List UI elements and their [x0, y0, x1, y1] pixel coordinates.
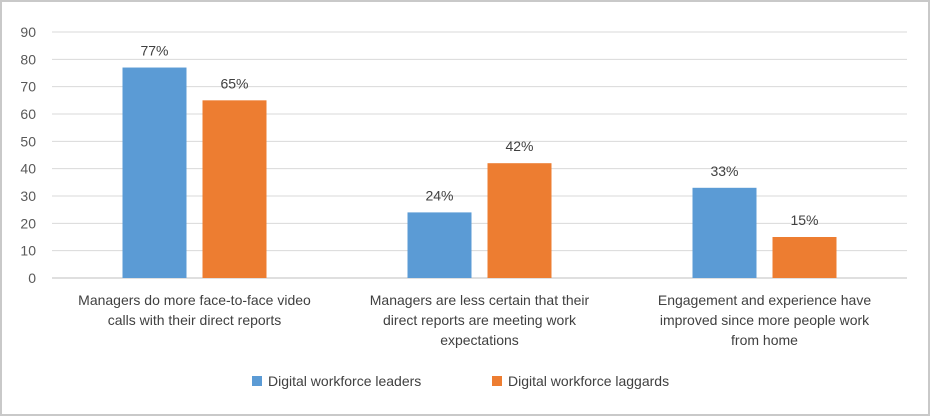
legend-swatch-leaders: [252, 376, 262, 386]
data-label: 65%: [220, 75, 248, 91]
bar-laggards-1: [487, 163, 552, 278]
legend-label-laggards: Digital workforce laggards: [508, 373, 669, 389]
bars: [122, 67, 837, 279]
y-tick-label: 90: [20, 24, 36, 40]
x-category-label: expectations: [440, 332, 519, 348]
y-tick-label: 50: [20, 133, 36, 149]
y-tick-label: 40: [20, 161, 36, 177]
y-tick-label: 30: [20, 188, 36, 204]
legend-swatch-laggards: [492, 376, 502, 386]
bar-laggards-0: [202, 100, 267, 278]
x-category-label: from home: [731, 332, 798, 348]
data-label: 15%: [790, 212, 818, 228]
bar-leaders-0: [122, 67, 187, 279]
legend-label-leaders: Digital workforce leaders: [268, 373, 421, 389]
y-tick-label: 20: [20, 215, 36, 231]
bar-leaders-2: [692, 187, 757, 278]
y-tick-label: 60: [20, 106, 36, 122]
bar-leaders-1: [407, 212, 472, 278]
legend: Digital workforce leaders Digital workfor…: [252, 373, 669, 389]
bar-laggards-2: [772, 237, 837, 278]
data-label: 42%: [505, 138, 533, 154]
x-category-label: calls with their direct reports: [108, 312, 282, 328]
data-label: 24%: [425, 187, 453, 203]
x-category-label: Managers are less certain that their: [370, 292, 590, 308]
y-tick-label: 70: [20, 79, 36, 95]
y-tick-label: 10: [20, 243, 36, 259]
x-category-label: improved since more people work: [660, 312, 870, 328]
x-category-label: direct reports are meeting work: [383, 312, 577, 328]
y-tick-label: 0: [28, 270, 36, 286]
y-axis: 0 10 20 30 40 50 60 70 80 90: [20, 24, 36, 286]
x-category-label: Engagement and experience have: [658, 292, 871, 308]
gridlines: [52, 31, 907, 279]
data-label: 33%: [710, 163, 738, 179]
x-category-label: Managers do more face-to-face video: [78, 292, 311, 308]
data-label: 77%: [140, 43, 168, 59]
data-labels: 77% 65% 24% 42% 33% 15%: [140, 43, 818, 228]
x-axis: Managers do more face-to-face video calls…: [78, 292, 871, 348]
y-tick-label: 80: [20, 51, 36, 67]
